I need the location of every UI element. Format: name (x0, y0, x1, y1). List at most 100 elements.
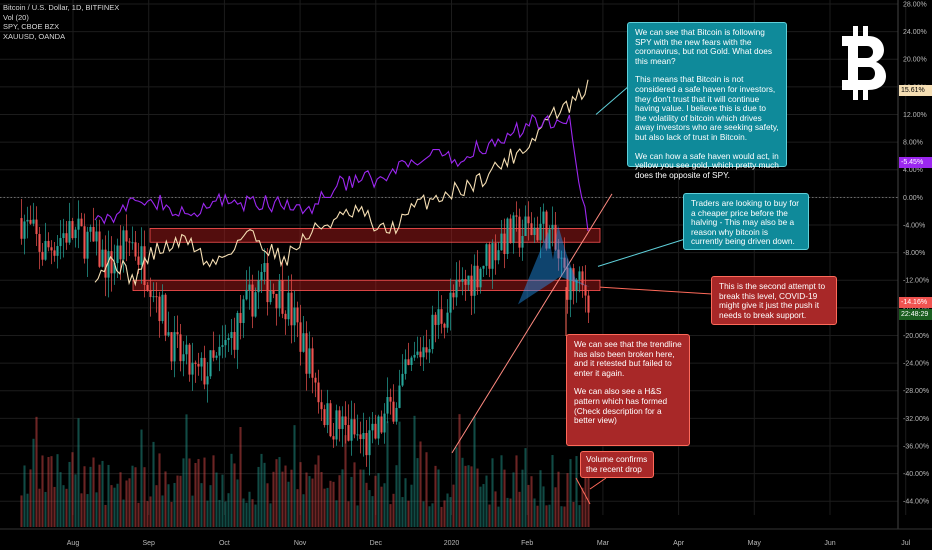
candle-body (197, 363, 200, 367)
volume-bar (557, 471, 560, 527)
volume-bar (128, 478, 131, 527)
candle-body (221, 345, 224, 347)
candle-body (482, 265, 485, 269)
volume-bar (485, 475, 488, 527)
candle-body (524, 216, 527, 236)
candle-body (26, 219, 29, 222)
candle-body (392, 401, 395, 422)
x-tick-label: Feb (521, 540, 533, 547)
note-trendline[interactable]: We can see that the trendline has also b… (566, 334, 690, 446)
volume-bar (173, 482, 176, 527)
candle-body (44, 241, 47, 260)
candle-body (332, 436, 335, 440)
candle-body (497, 250, 500, 261)
candle-body (377, 416, 380, 439)
candle-body (566, 267, 569, 300)
note-safe-haven[interactable]: We can see that Bitcoin is following SPY… (627, 22, 787, 179)
volume-bar (212, 455, 215, 527)
volume-bar (470, 466, 473, 527)
volume-bar (317, 455, 320, 527)
candle-body (47, 241, 50, 248)
candle-body (551, 224, 554, 230)
candle-body (509, 218, 512, 244)
volume-bar (278, 457, 281, 527)
volume-bar (473, 416, 476, 527)
volume-bar (239, 427, 242, 527)
volume-bar (110, 485, 113, 527)
volume-bar (500, 455, 503, 527)
volume-bar (386, 421, 389, 527)
volume-bar (281, 471, 284, 527)
candle-body (587, 295, 590, 313)
volume-bar (41, 455, 44, 527)
volume-bar (104, 504, 107, 527)
y-tick-label: 20.00% (903, 57, 927, 64)
candle-body (188, 344, 191, 375)
candle-body (113, 263, 116, 274)
candle-body (386, 397, 389, 414)
volume-bar (38, 488, 41, 527)
volume-bar (134, 467, 137, 527)
volume-bar (344, 435, 347, 527)
note-second-attempt[interactable]: This is the second attempt to break this… (711, 276, 837, 325)
volume-bar (161, 495, 164, 527)
candle-body (404, 359, 407, 374)
candle-body (317, 382, 320, 403)
volume-bar (482, 484, 485, 527)
volume-bar (551, 455, 554, 527)
candle-body (194, 362, 197, 364)
candle-body (89, 226, 92, 232)
volume-bar (521, 469, 524, 527)
volume-bar (584, 454, 587, 527)
candle-body (554, 224, 557, 250)
candle-body (548, 229, 551, 249)
candle-body (290, 292, 293, 326)
volume-bar (350, 476, 353, 527)
volume-bar (125, 480, 128, 527)
volume-bar (218, 499, 221, 527)
candle-body (380, 416, 383, 433)
candle-body (179, 334, 182, 362)
candle-body (458, 279, 461, 282)
legend-vol: Vol (20) (3, 12, 29, 22)
volume-bar (107, 464, 110, 527)
candle-body (74, 229, 77, 239)
candle-body (239, 312, 242, 324)
volume-bar (518, 491, 521, 527)
candle-body (101, 249, 104, 267)
volume-bar (296, 489, 299, 527)
volume-bar (236, 479, 239, 527)
candle-body (374, 423, 377, 439)
candle-body (494, 243, 497, 261)
volume-bar (554, 487, 557, 527)
candle-body (53, 250, 56, 256)
candle-body (218, 346, 221, 356)
volume-bar (92, 457, 95, 527)
note-volume[interactable]: Volume confirms the recent drop (580, 451, 654, 478)
x-tick-label: Nov (294, 540, 307, 547)
candle-body (533, 227, 536, 235)
volume-bar (404, 478, 407, 527)
note-traders[interactable]: Traders are looking to buy for a cheaper… (683, 193, 809, 250)
candle-body (341, 416, 344, 429)
candle-body (116, 245, 119, 264)
y-tick-label: -36.00% (903, 443, 929, 450)
y-tick-label: 12.00% (903, 112, 927, 119)
volume-bar (479, 486, 482, 527)
candle-body (431, 314, 434, 350)
y-tick-label: -4.00% (903, 222, 925, 229)
candle-body (326, 403, 329, 426)
volume-bar (371, 496, 374, 527)
candle-body (275, 293, 278, 309)
candle-body (365, 433, 368, 456)
y-tick-label: 4.00% (903, 167, 923, 174)
candle-body (98, 231, 101, 267)
candle-body (209, 350, 212, 377)
candle-body (311, 348, 314, 378)
legend-spy: SPY, CBOE BZX (3, 22, 60, 32)
volume-bar (305, 472, 308, 527)
candle-body (572, 268, 575, 292)
volume-bar (341, 469, 344, 527)
volume-bar (62, 485, 65, 527)
